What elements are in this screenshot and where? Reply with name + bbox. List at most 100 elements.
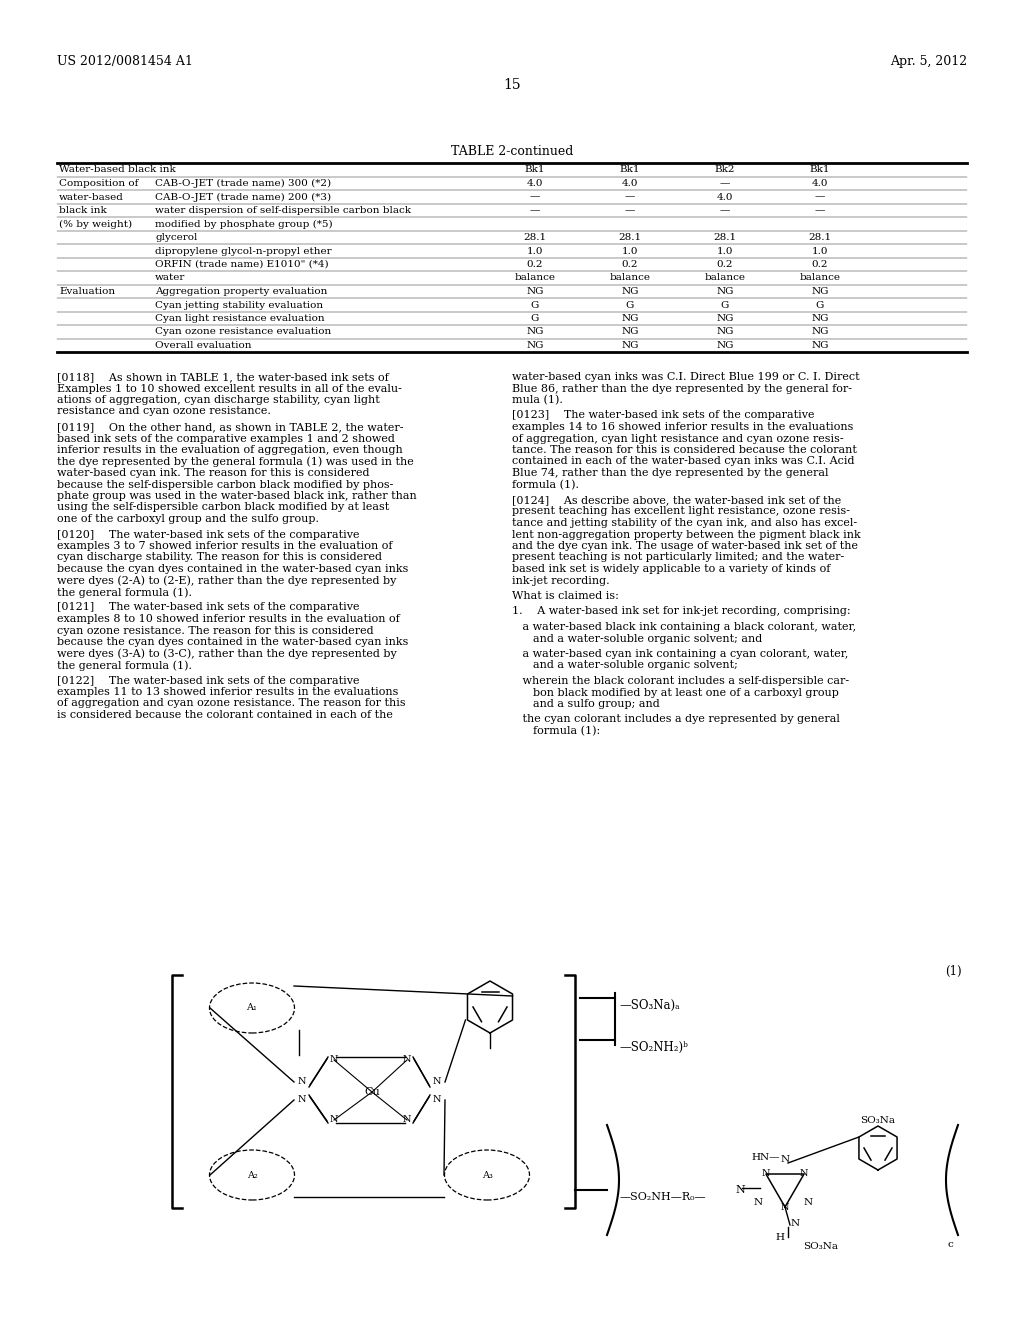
Text: 0.2: 0.2 [526,260,544,269]
Text: and the dye cyan ink. The usage of water-based ink set of the: and the dye cyan ink. The usage of water… [512,541,858,550]
Text: balance: balance [609,273,650,282]
Text: N: N [800,1170,808,1179]
Text: N: N [330,1056,338,1064]
Text: NG: NG [716,341,734,350]
Text: modified by phosphate group (*5): modified by phosphate group (*5) [155,219,333,228]
Text: Bk1: Bk1 [620,165,640,174]
Text: —: — [529,193,541,202]
Text: Water-based black ink: Water-based black ink [59,165,176,174]
Text: N: N [754,1199,763,1206]
Text: dipropylene glycol-n-propyl ether: dipropylene glycol-n-propyl ether [155,247,332,256]
Text: resistance and cyan ozone resistance.: resistance and cyan ozone resistance. [57,407,271,417]
Text: [0119]  On the other hand, as shown in TABLE 2, the water-: [0119] On the other hand, as shown in TA… [57,422,403,432]
Text: ORFIN (trade name) E1010" (*4): ORFIN (trade name) E1010" (*4) [155,260,329,269]
Text: N: N [780,1155,790,1164]
Text: examples 14 to 16 showed inferior results in the evaluations: examples 14 to 16 showed inferior result… [512,422,853,432]
Text: of aggregation and cyan ozone resistance. The reason for this: of aggregation and cyan ozone resistance… [57,698,406,709]
Text: N: N [780,1203,790,1212]
Text: NG: NG [622,314,639,323]
Text: glycerol: glycerol [155,234,198,242]
Text: Evaluation: Evaluation [59,286,115,296]
Text: NG: NG [622,341,639,350]
Text: Cyan light resistance evaluation: Cyan light resistance evaluation [155,314,325,323]
Text: NG: NG [526,286,544,296]
Text: a water-based cyan ink containing a cyan colorant, water,: a water-based cyan ink containing a cyan… [512,649,848,659]
Text: were dyes (3-A) to (3-C), rather than the dye represented by: were dyes (3-A) to (3-C), rather than th… [57,648,396,659]
Text: present teaching is not particularly limited; and the water-: present teaching is not particularly lim… [512,553,844,562]
Text: N: N [433,1096,441,1105]
Text: G: G [530,314,540,323]
Text: SO₃Na: SO₃Na [803,1242,838,1251]
Text: one of the carboxyl group and the sulfo group.: one of the carboxyl group and the sulfo … [57,513,319,524]
Text: G: G [530,301,540,309]
Text: (% by weight): (% by weight) [59,219,132,228]
Text: phate group was used in the water-based black ink, rather than: phate group was used in the water-based … [57,491,417,502]
Text: wherein the black colorant includes a self-dispersible car-: wherein the black colorant includes a se… [512,676,849,686]
Text: N: N [298,1077,306,1086]
Text: the cyan colorant includes a dye represented by general: the cyan colorant includes a dye represe… [512,714,840,725]
Text: —: — [720,206,730,215]
Text: G: G [816,301,824,309]
Text: contained in each of the water-based cyan inks was C.I. Acid: contained in each of the water-based cya… [512,457,854,466]
Text: 1.0: 1.0 [526,247,544,256]
Text: N: N [298,1096,306,1105]
Text: G: G [626,301,634,309]
Text: black ink: black ink [59,206,106,215]
Text: —SO₂NH—R₀—: —SO₂NH—R₀— [620,1192,707,1203]
Text: 1.  A water-based ink set for ink-jet recording, comprising:: 1. A water-based ink set for ink-jet rec… [512,606,851,616]
Text: bon black modified by at least one of a carboxyl group: bon black modified by at least one of a … [512,688,839,697]
Text: N: N [330,1115,338,1125]
Text: Cu: Cu [365,1086,380,1097]
Text: water-based cyan inks was C.I. Direct Blue 199 or C. I. Direct: water-based cyan inks was C.I. Direct Bl… [512,372,859,381]
Text: N: N [804,1199,813,1206]
Text: tance and jetting stability of the cyan ink, and also has excel-: tance and jetting stability of the cyan … [512,517,857,528]
Text: is considered because the colorant contained in each of the: is considered because the colorant conta… [57,710,393,719]
Text: NG: NG [526,327,544,337]
Text: NG: NG [811,286,828,296]
Text: HN—: HN— [752,1152,780,1162]
Text: of aggregation, cyan light resistance and cyan ozone resis-: of aggregation, cyan light resistance an… [512,433,844,444]
Text: [0124]  As describe above, the water-based ink set of the: [0124] As describe above, the water-base… [512,495,842,506]
Text: 0.2: 0.2 [812,260,828,269]
Text: What is claimed is:: What is claimed is: [512,591,618,601]
Text: CAB-O-JET (trade name) 200 (*3): CAB-O-JET (trade name) 200 (*3) [155,193,331,202]
Text: 1.0: 1.0 [622,247,638,256]
Text: balance: balance [705,273,745,282]
Text: NG: NG [811,341,828,350]
Text: Overall evaluation: Overall evaluation [155,341,252,350]
Text: [0121]  The water-based ink sets of the comparative: [0121] The water-based ink sets of the c… [57,602,359,612]
Text: N: N [433,1077,441,1086]
Text: and a sulfo group; and: and a sulfo group; and [512,700,659,709]
Text: examples 8 to 10 showed inferior results in the evaluation of: examples 8 to 10 showed inferior results… [57,614,399,624]
Text: N: N [791,1218,800,1228]
Text: 4.0: 4.0 [526,180,544,187]
Text: NG: NG [811,327,828,337]
Text: inferior results in the evaluation of aggregation, even though: inferior results in the evaluation of ag… [57,445,402,455]
Text: the general formula (1).: the general formula (1). [57,587,193,598]
Text: 1.0: 1.0 [812,247,828,256]
Text: Bk1: Bk1 [810,165,830,174]
Text: based ink sets of the comparative examples 1 and 2 showed: based ink sets of the comparative exampl… [57,433,395,444]
Text: 28.1: 28.1 [714,234,736,242]
Text: N: N [735,1185,744,1195]
Text: formula (1).: formula (1). [512,479,579,490]
Text: 28.1: 28.1 [618,234,642,242]
Text: because the cyan dyes contained in the water-based cyan inks: because the cyan dyes contained in the w… [57,638,409,647]
Text: 4.0: 4.0 [717,193,733,202]
Text: 4.0: 4.0 [812,180,828,187]
Text: [0123]  The water-based ink sets of the comparative: [0123] The water-based ink sets of the c… [512,411,814,421]
Text: NG: NG [811,314,828,323]
Text: examples 11 to 13 showed inferior results in the evaluations: examples 11 to 13 showed inferior result… [57,686,398,697]
Text: CAB-O-JET (trade name) 300 (*2): CAB-O-JET (trade name) 300 (*2) [155,180,331,189]
Text: using the self-dispersible carbon black modified by at least: using the self-dispersible carbon black … [57,503,389,512]
Text: the dye represented by the general formula (1) was used in the: the dye represented by the general formu… [57,457,414,467]
Text: —SO₂NH₂)ᵇ: —SO₂NH₂)ᵇ [618,1041,688,1053]
Text: water dispersion of self-dispersible carbon black: water dispersion of self-dispersible car… [155,206,411,215]
Text: US 2012/0081454 A1: US 2012/0081454 A1 [57,55,193,69]
Text: 4.0: 4.0 [622,180,638,187]
Text: A₂: A₂ [247,1171,257,1180]
Text: SO₃Na: SO₃Na [860,1115,896,1125]
Text: a water-based black ink containing a black colorant, water,: a water-based black ink containing a bla… [512,622,856,632]
Text: 1.0: 1.0 [717,247,733,256]
Text: [0118]  As shown in TABLE 1, the water-based ink sets of: [0118] As shown in TABLE 1, the water-ba… [57,372,389,381]
